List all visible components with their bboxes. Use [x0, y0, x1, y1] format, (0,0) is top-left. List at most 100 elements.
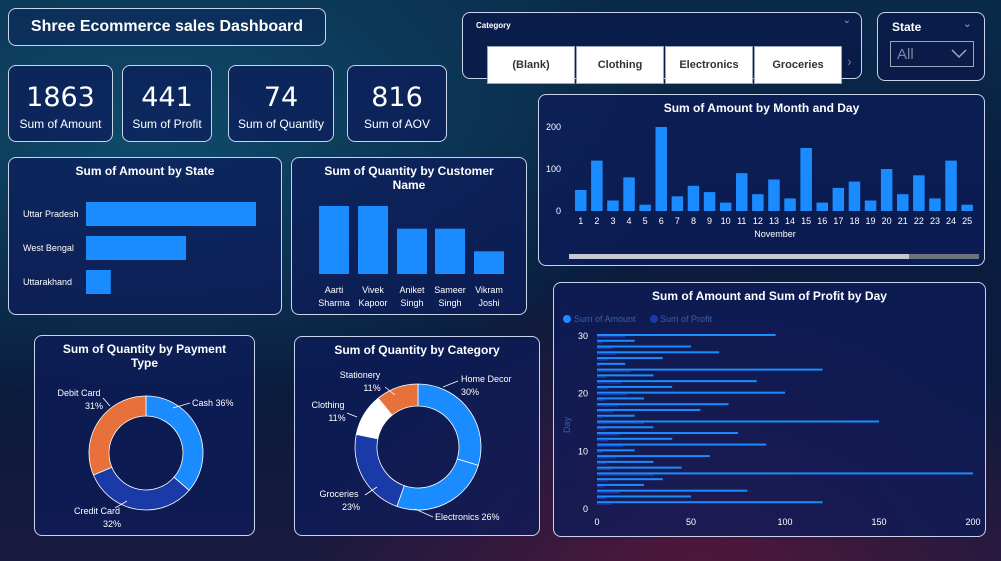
month-y-tick: 100: [546, 164, 561, 174]
day-profit-bar: [597, 462, 607, 465]
day-profit-bar: [597, 422, 644, 424]
category-leader-electronics: [414, 508, 434, 518]
kpi-card-quantity: 74 Sum of Quantity: [228, 65, 334, 142]
day-y-tick: 10: [578, 446, 588, 456]
category-label-electronics: Electronics 26%: [435, 512, 500, 522]
state-bar: [86, 270, 111, 294]
day-y-label: Day: [562, 417, 572, 434]
kpi-aov-label: Sum of AOV: [363, 117, 431, 131]
day-profit-bar: [597, 445, 624, 448]
payment-leader-credit: [114, 500, 128, 509]
panel-quantity-by-payment: Sum of Quantity by Payment Type Cash 36%…: [34, 335, 255, 536]
month-scrollbar-thumb: [569, 254, 909, 259]
day-profit-bar: [597, 353, 616, 355]
state-slicer-title: State: [892, 20, 922, 34]
month-day-bar: [784, 198, 796, 211]
day-amount-bar: [597, 489, 748, 492]
dashboard-title-box: Shree Ecommerce sales Dashboard: [8, 8, 326, 46]
state-slicer-chevron-down-icon[interactable]: ⌄: [962, 18, 972, 30]
day-amount-bar: [597, 449, 635, 452]
customer-label-first: Sameer: [434, 285, 466, 295]
month-day-tick: 21: [898, 216, 908, 226]
month-day-bar: [897, 194, 909, 211]
category-scroll-right-icon[interactable]: ›: [847, 53, 852, 69]
quantity-by-payment-chart: Cash 36% Credit Card 32% Debit Card 31%: [57, 388, 234, 529]
month-day-tick: 15: [801, 216, 811, 226]
payment-label-cash: Cash 36%: [192, 398, 234, 408]
category-leader-stationery: [384, 386, 396, 396]
panel-amount-by-state: Sum of Amount by State Uttar Pradesh West…: [8, 157, 282, 315]
day-amount-bar: [597, 426, 654, 429]
month-y-tick: 0: [556, 206, 561, 216]
day-profit-bar: [597, 434, 620, 436]
month-day-bar: [816, 202, 828, 211]
payment-slice: [92, 466, 190, 511]
state-label: Uttarakhand: [23, 277, 72, 287]
legend-profit-label: Sum of Profit: [660, 314, 713, 324]
customer-bar: [358, 206, 388, 274]
payment-label-credit: Credit Card: [74, 506, 120, 516]
month-day-bar: [639, 204, 651, 211]
category-slicer-chevron-down-icon[interactable]: ⌄: [842, 15, 851, 26]
category-option-blank[interactable]: (Blank): [487, 46, 575, 84]
customer-label-first: Aarti: [325, 285, 344, 295]
month-day-bar: [945, 160, 957, 211]
month-day-bar: [832, 187, 845, 211]
day-amount-bar: [597, 362, 626, 365]
kpi-card-amount: 1863 Sum of Amount: [8, 65, 113, 142]
category-option-clothing[interactable]: Clothing: [576, 46, 664, 84]
day-profit-bar: [597, 457, 616, 459]
month-day-tick: 4: [627, 216, 632, 226]
day-amount-bar: [597, 437, 673, 440]
amount-profit-by-day-title: Sum of Amount and Sum of Profit by Day: [652, 289, 887, 303]
kpi-profit-label: Sum of Profit: [132, 117, 202, 131]
state-bar: [86, 236, 187, 260]
day-profit-bar: [597, 336, 626, 338]
customer-bar: [319, 206, 349, 274]
month-day-tick: 2: [594, 216, 599, 226]
month-day-tick: 13: [769, 216, 779, 226]
panel-amount-by-month-day: Sum of Amount by Month and Day 0 100 200 1 2…: [538, 94, 985, 266]
state-dropdown-value: All: [897, 45, 914, 63]
month-day-tick: 8: [691, 216, 696, 226]
customer-label-last: Sharma: [318, 298, 350, 308]
category-option-electronics[interactable]: Electronics: [665, 46, 753, 84]
category-leader-home-decor: [442, 380, 459, 388]
month-day-bar: [591, 160, 603, 211]
day-profit-bar: [597, 341, 603, 344]
day-amount-bar: [597, 495, 691, 498]
dashboard-title: Shree Ecommerce sales Dashboard: [30, 18, 304, 35]
kpi-amount-label: Sum of Amount: [19, 117, 102, 131]
kpi-amount-value: 1863: [26, 82, 95, 113]
state-dropdown[interactable]: All: [890, 41, 974, 67]
day-profit-bar: [597, 468, 613, 471]
state-slicer: State ⌄ All: [877, 12, 985, 81]
day-amount-bar: [597, 455, 710, 458]
category-label-home-decor-pct: 30%: [461, 387, 479, 397]
day-amount-bar: [597, 380, 757, 383]
amount-by-state-chart: Uttar Pradesh West Bengal Uttarakhand: [23, 202, 256, 294]
category-label-clothing-pct: 11%: [328, 413, 345, 423]
day-amount-bar: [597, 420, 879, 423]
day-profit-bar: [597, 393, 628, 396]
customer-label-first: Vikram: [475, 285, 503, 295]
day-amount-bar: [597, 432, 738, 435]
state-bar: [86, 202, 256, 226]
month-y-tick: 200: [546, 122, 561, 132]
state-label: West Bengal: [23, 243, 74, 253]
category-label-stationery: Stationery: [340, 370, 381, 380]
kpi-quantity-value: 74: [263, 82, 299, 113]
day-profit-bar: [597, 474, 654, 476]
day-amount-bar: [597, 385, 673, 388]
category-slice: [396, 458, 479, 511]
day-x-tick: 150: [871, 517, 886, 527]
customer-bar: [397, 228, 427, 274]
customer-label-last: Singh: [400, 298, 423, 308]
customer-label-last: Kapoor: [358, 298, 387, 308]
category-option-groceries[interactable]: Groceries: [754, 46, 842, 84]
panel-quantity-by-customer: Sum of Quantity by Customer Name Aarti Sh…: [291, 157, 527, 315]
panel-quantity-by-category: Sum of Quantity by Category Home Decor 30…: [294, 336, 540, 536]
payment-label-credit-pct: 32%: [103, 519, 121, 529]
day-amount-bar: [597, 478, 663, 481]
day-profit-bar: [597, 485, 605, 488]
